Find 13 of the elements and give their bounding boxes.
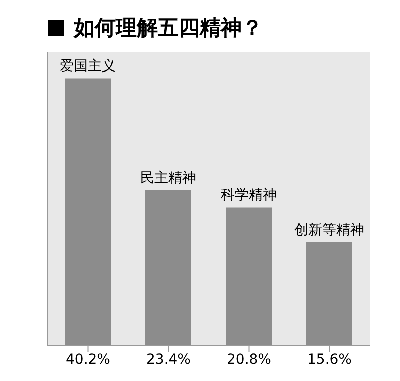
data-label: 20.8% — [227, 352, 272, 368]
x-tick-label: 创新等精神 — [294, 222, 364, 238]
x-tick-label: 民主精神 — [140, 170, 196, 186]
chart-title: 如何理解五四精神？ — [74, 15, 263, 42]
bar — [146, 190, 192, 346]
bar — [306, 242, 352, 346]
x-tick-label: 爱国主义 — [60, 58, 116, 75]
data-label: 23.4% — [146, 352, 191, 368]
bar — [65, 78, 111, 346]
x-tick-label: 科学精神 — [221, 188, 277, 204]
data-label: 40.2% — [66, 352, 110, 368]
bar — [226, 208, 272, 346]
data-label: 15.6% — [308, 352, 352, 368]
